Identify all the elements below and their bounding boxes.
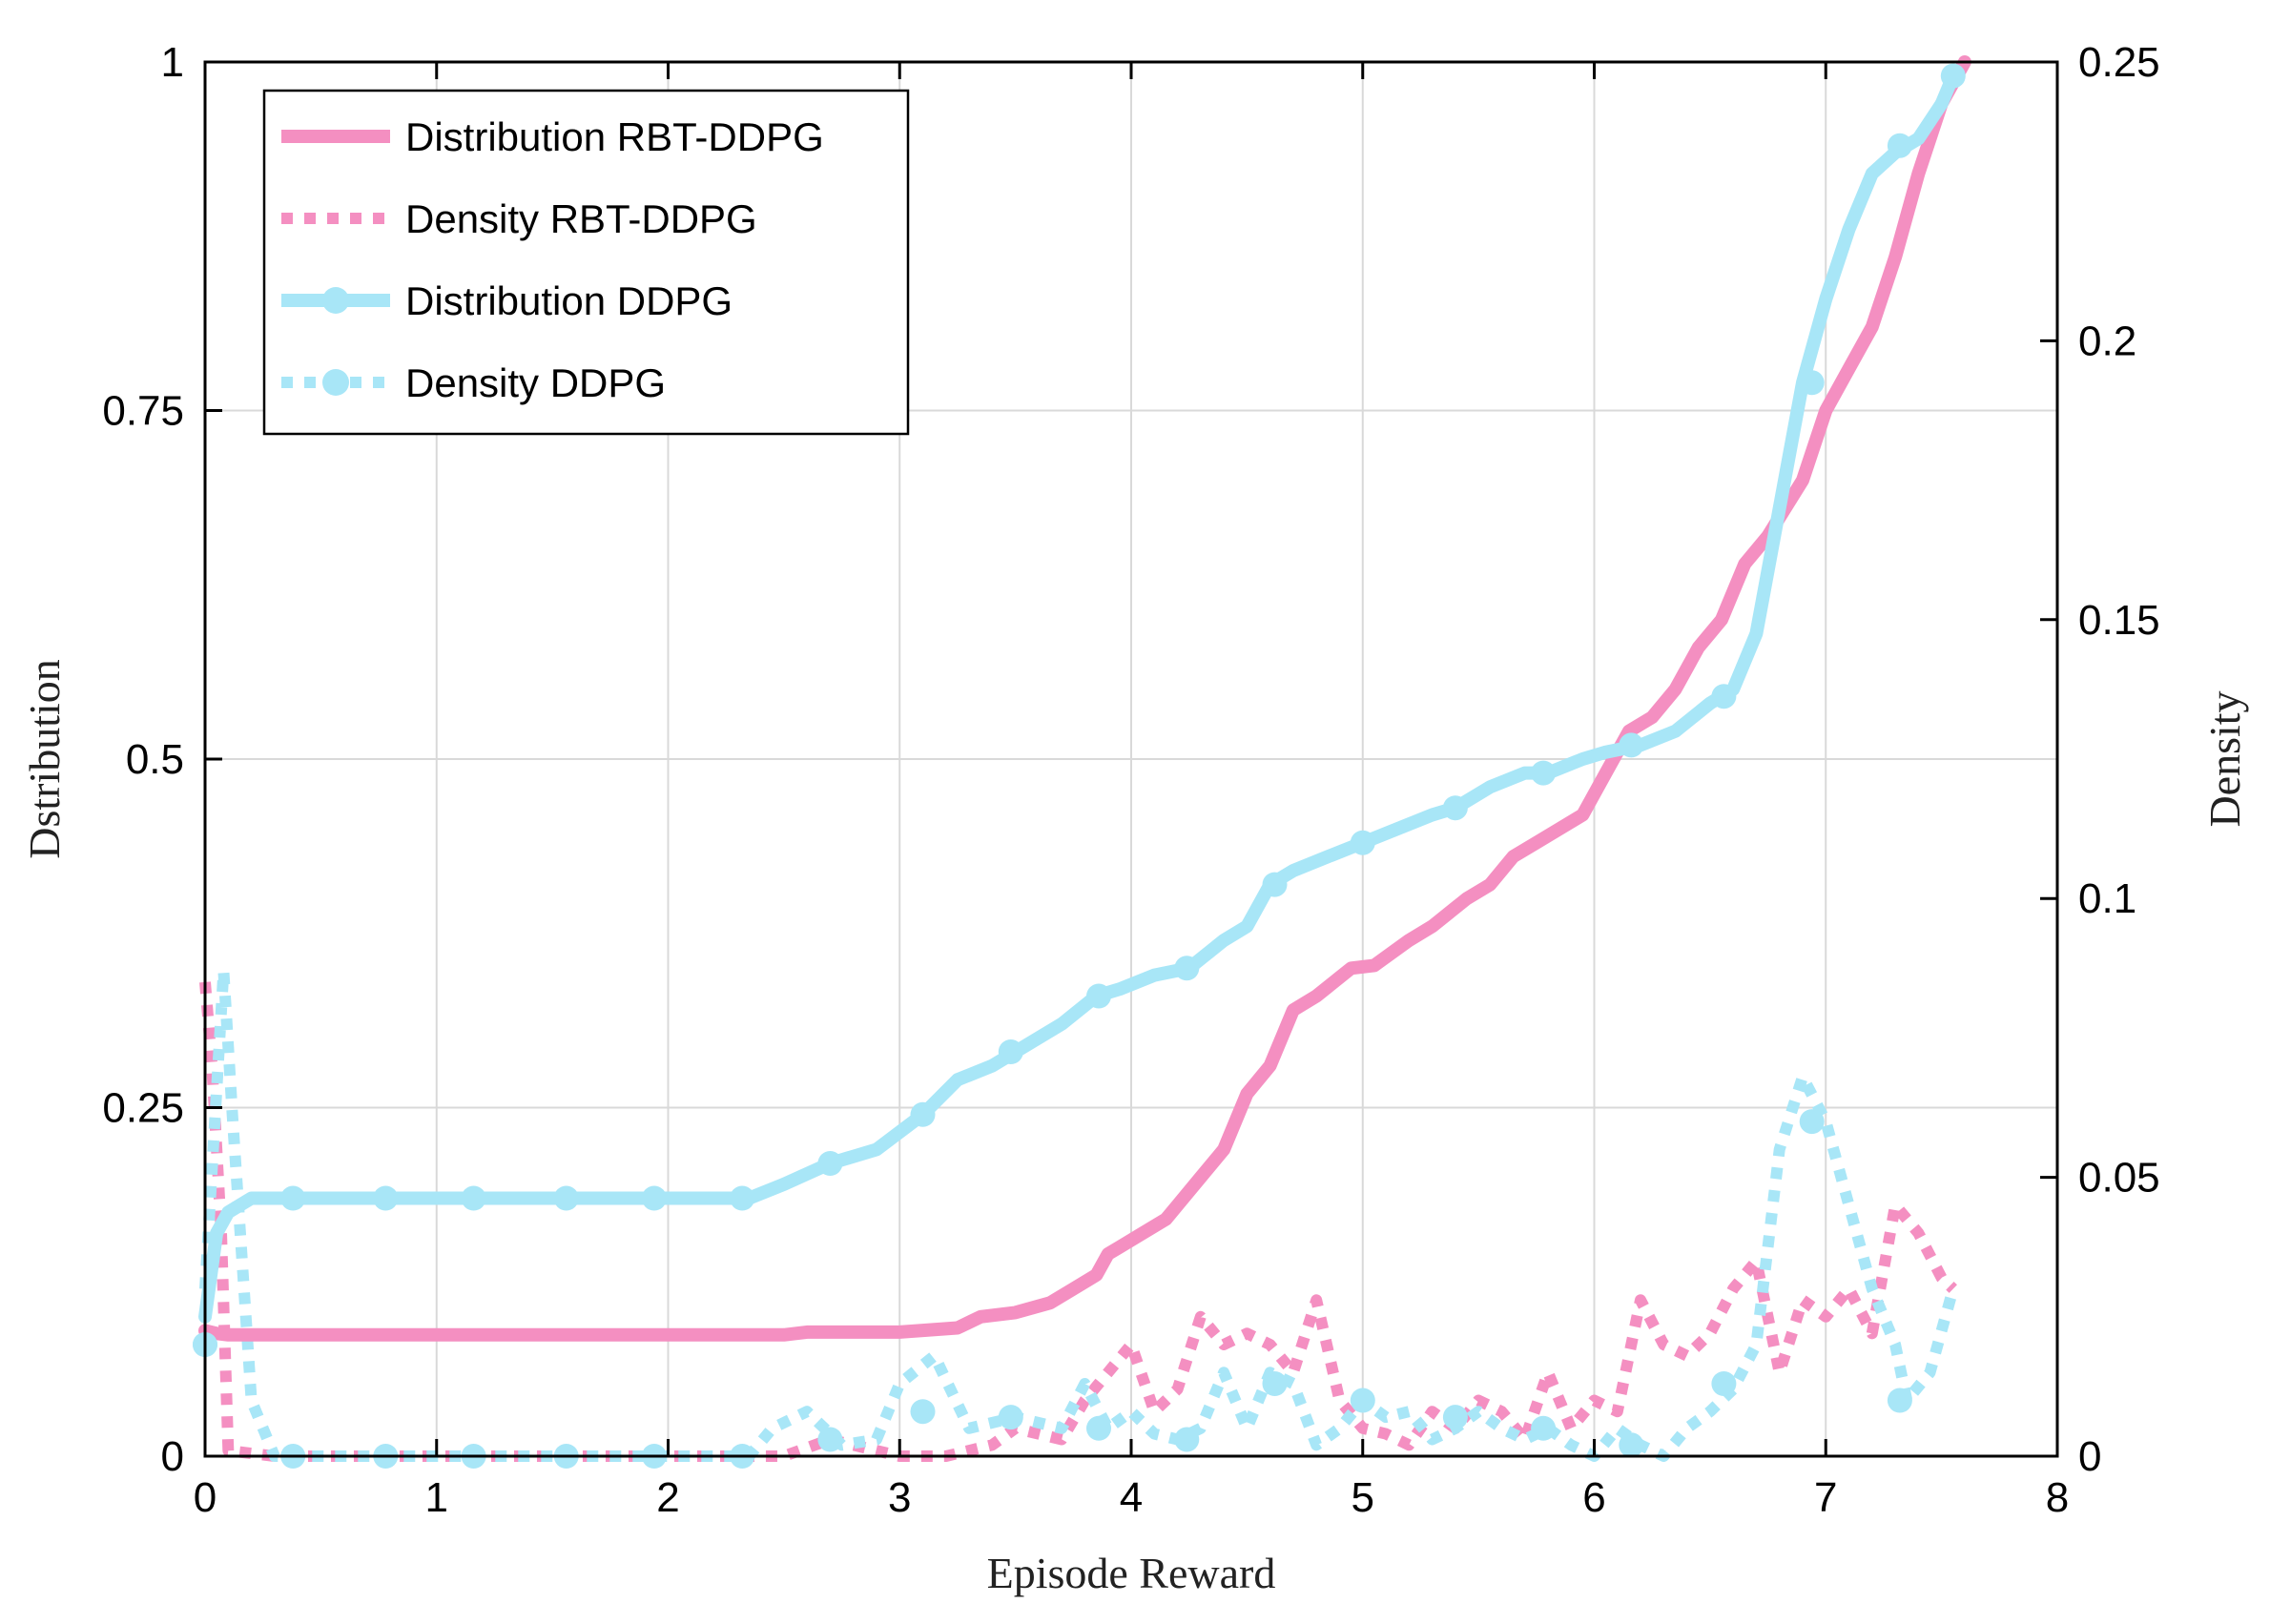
x-tick-label: 0 — [194, 1474, 217, 1521]
y-right-tick-label: 0.25 — [2078, 39, 2160, 86]
data-point-density-ddpg — [1887, 1388, 1912, 1413]
y-right-tick-label: 0 — [2078, 1433, 2101, 1480]
data-point-distribution-ddpg — [998, 1039, 1023, 1064]
data-point-distribution-ddpg — [373, 1185, 399, 1211]
data-point-distribution-ddpg — [1531, 760, 1557, 786]
data-point-distribution-ddpg — [1086, 983, 1111, 1009]
x-tick-label: 5 — [1352, 1474, 1374, 1521]
data-point-distribution-ddpg — [553, 1185, 579, 1211]
y-right-tick-label: 0.2 — [2078, 318, 2136, 364]
x-tick-label: 6 — [1582, 1474, 1605, 1521]
series-line-density-rbt-ddpg — [199, 981, 1957, 1462]
plot-series — [193, 55, 1971, 1469]
data-point-distribution-ddpg — [1350, 830, 1375, 855]
legend-items: Distribution RBT-DDPG Density RBT-DDPG Dis… — [281, 114, 824, 405]
x-axis-title: Episode Reward — [987, 1549, 1276, 1597]
left-y-axis-title: Dstribution — [20, 659, 69, 859]
data-point-distribution-ddpg — [817, 1151, 843, 1176]
x-tick-label: 4 — [1120, 1474, 1143, 1521]
data-point-distribution-ddpg — [641, 1185, 667, 1211]
data-point-distribution-ddpg — [1799, 370, 1825, 396]
x-tick-label: 3 — [888, 1474, 911, 1521]
axis-ticks: 0 1 2 3 4 5 6 7 800.250.50.75100.050.10.150.20.2… — [102, 39, 2159, 1521]
data-point-density-ddpg — [1531, 1415, 1557, 1441]
legend: Distribution RBT-DDPG Density RBT-DDPG Dis… — [262, 89, 910, 436]
data-point-density-ddpg — [1086, 1415, 1111, 1441]
data-point-distribution-ddpg — [1262, 872, 1288, 897]
x-tick-label: 1 — [425, 1474, 448, 1521]
y-left-tick-label: 1 — [161, 39, 184, 86]
legend-marker-2 — [322, 287, 349, 314]
y-left-tick-label: 0.75 — [102, 388, 184, 435]
data-point-distribution-ddpg — [910, 1101, 936, 1127]
x-tick-label: 7 — [1814, 1474, 1837, 1521]
data-point-distribution-ddpg — [1174, 956, 1200, 981]
x-tick-label: 8 — [2046, 1474, 2069, 1521]
data-point-density-ddpg — [817, 1427, 843, 1452]
series-line-density-ddpg — [199, 965, 1959, 1462]
data-point-distribution-ddpg — [1711, 684, 1737, 709]
data-point-density-ddpg — [1262, 1371, 1288, 1396]
right-y-axis-title: Density — [2200, 690, 2249, 827]
legend-label: Density DDPG — [405, 360, 666, 405]
data-point-distribution-ddpg — [1442, 795, 1468, 821]
y-left-tick-label: 0 — [161, 1433, 184, 1480]
data-point-density-ddpg — [910, 1399, 936, 1425]
y-left-tick-label: 0.25 — [102, 1085, 184, 1132]
data-point-distribution-ddpg — [1619, 732, 1644, 758]
data-point-distribution-ddpg — [730, 1185, 755, 1211]
y-right-tick-label: 0.15 — [2078, 597, 2160, 644]
legend-label: Density RBT-DDPG — [405, 196, 757, 241]
data-point-distribution-ddpg — [280, 1185, 306, 1211]
y-right-tick-label: 0.05 — [2078, 1155, 2160, 1202]
legend-box — [262, 89, 910, 436]
data-point-density-ddpg — [1442, 1405, 1468, 1430]
data-point-distribution-ddpg — [1940, 63, 1966, 89]
y-right-tick-label: 0.1 — [2078, 875, 2136, 922]
legend-label: Distribution DDPG — [405, 278, 733, 323]
data-point-density-ddpg — [1711, 1371, 1737, 1396]
legend-marker-3 — [322, 369, 349, 396]
data-point-density-ddpg — [1174, 1427, 1200, 1452]
data-point-distribution-ddpg — [1887, 133, 1912, 158]
data-point-density-ddpg — [998, 1405, 1023, 1430]
series-line-distribution-rbt-ddpg — [198, 55, 1971, 1342]
data-point-density-ddpg — [1350, 1388, 1375, 1413]
data-point-distribution-ddpg — [461, 1185, 486, 1211]
x-tick-label: 2 — [656, 1474, 679, 1521]
data-point-density-ddpg — [1619, 1432, 1644, 1458]
data-point-density-ddpg — [1799, 1109, 1825, 1135]
legend-label: Distribution RBT-DDPG — [405, 114, 824, 159]
y-left-tick-label: 0.5 — [126, 736, 184, 783]
